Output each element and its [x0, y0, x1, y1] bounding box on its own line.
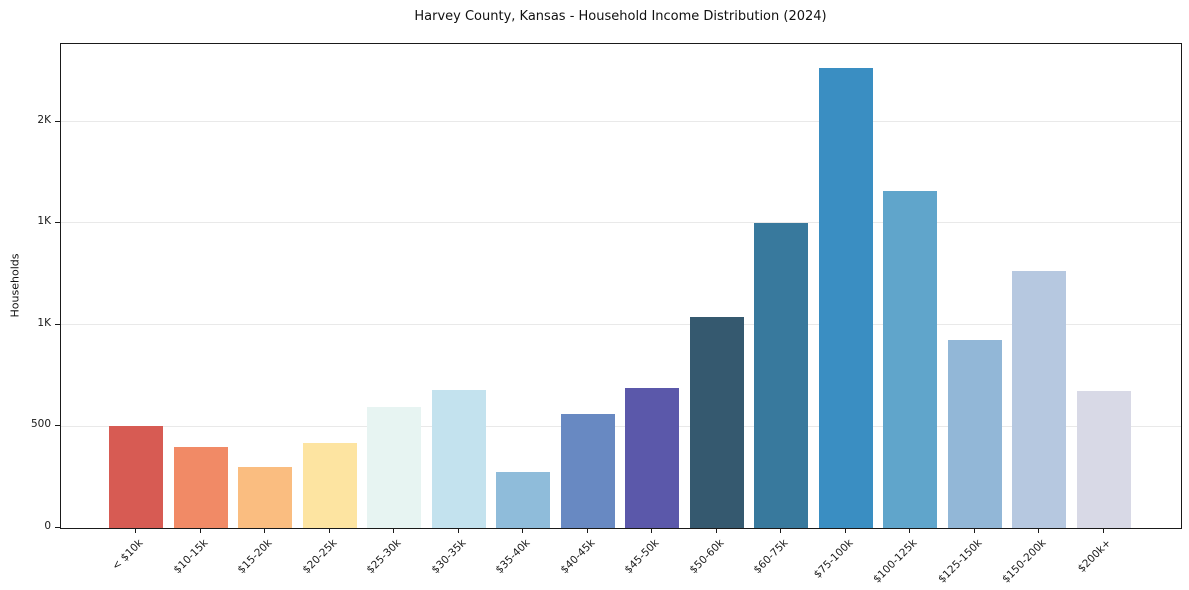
bar-$20-25k — [302, 443, 357, 528]
chart-title: Harvey County, Kansas - Household Income… — [414, 9, 827, 24]
bar-$35-40k — [496, 472, 551, 528]
x-tick-mark-$75-100k — [845, 528, 846, 533]
bar-$40-45k — [560, 414, 615, 528]
bar-$45-50k — [625, 388, 680, 528]
x-tick-mark-$30-35k — [458, 528, 459, 533]
bar-$25-30k — [367, 407, 422, 528]
x-tick-mark-$100-125k — [909, 528, 910, 533]
y-tick-label-0: 0 — [44, 520, 51, 532]
x-tick-mark-$40-45k — [587, 528, 588, 533]
bar-$100-125k — [883, 191, 938, 528]
x-tick-mark-$25-30k — [393, 528, 394, 533]
bar-$15-20k — [238, 467, 293, 528]
x-tick-mark-$45-50k — [651, 528, 652, 533]
bar-$50-60k — [689, 317, 744, 528]
x-tick-mark-$35-40k — [522, 528, 523, 533]
gridline-500 — [61, 425, 1181, 427]
x-tick-mark-$20-25k — [329, 528, 330, 533]
y-tick-label-1000: 1K — [37, 317, 51, 329]
y-tick-mark-1000 — [55, 324, 60, 325]
x-tick-mark-$10-15k — [200, 528, 201, 533]
y-axis-label: Households — [8, 253, 22, 318]
bar-$75-100k — [818, 68, 873, 528]
gridline-1500 — [61, 222, 1181, 224]
bar-$200k+ — [1076, 391, 1131, 528]
x-tick-mark-$150-200k — [1038, 528, 1039, 533]
bar-$125-150k — [947, 340, 1002, 528]
gridline-2000 — [61, 120, 1181, 122]
plot-area — [60, 43, 1182, 529]
gridline-1000 — [61, 323, 1181, 325]
y-tick-label-1500: 1K — [37, 215, 51, 227]
x-tick-mark-$60-75k — [780, 528, 781, 533]
bar-$60-75k — [754, 223, 809, 528]
x-tick-mark-< $10k — [135, 528, 136, 533]
y-tick-mark-500 — [55, 425, 60, 426]
bar-< $10k — [109, 426, 163, 528]
x-tick-mark-$200k+ — [1103, 528, 1104, 533]
x-tick-label-< $10k: < $10k — [109, 537, 146, 573]
x-tick-mark-$15-20k — [264, 528, 265, 533]
y-tick-mark-2000 — [55, 121, 60, 122]
x-tick-mark-$125-150k — [974, 528, 975, 533]
bar-$10-15k — [173, 447, 228, 528]
y-tick-mark-0 — [55, 527, 60, 528]
bar-$150-200k — [1012, 271, 1067, 528]
y-tick-label-500: 500 — [30, 418, 51, 430]
bar-$30-35k — [431, 390, 486, 528]
y-tick-label-2000: 2K — [37, 114, 51, 126]
y-tick-mark-1500 — [55, 222, 60, 223]
x-tick-mark-$50-60k — [716, 528, 717, 533]
